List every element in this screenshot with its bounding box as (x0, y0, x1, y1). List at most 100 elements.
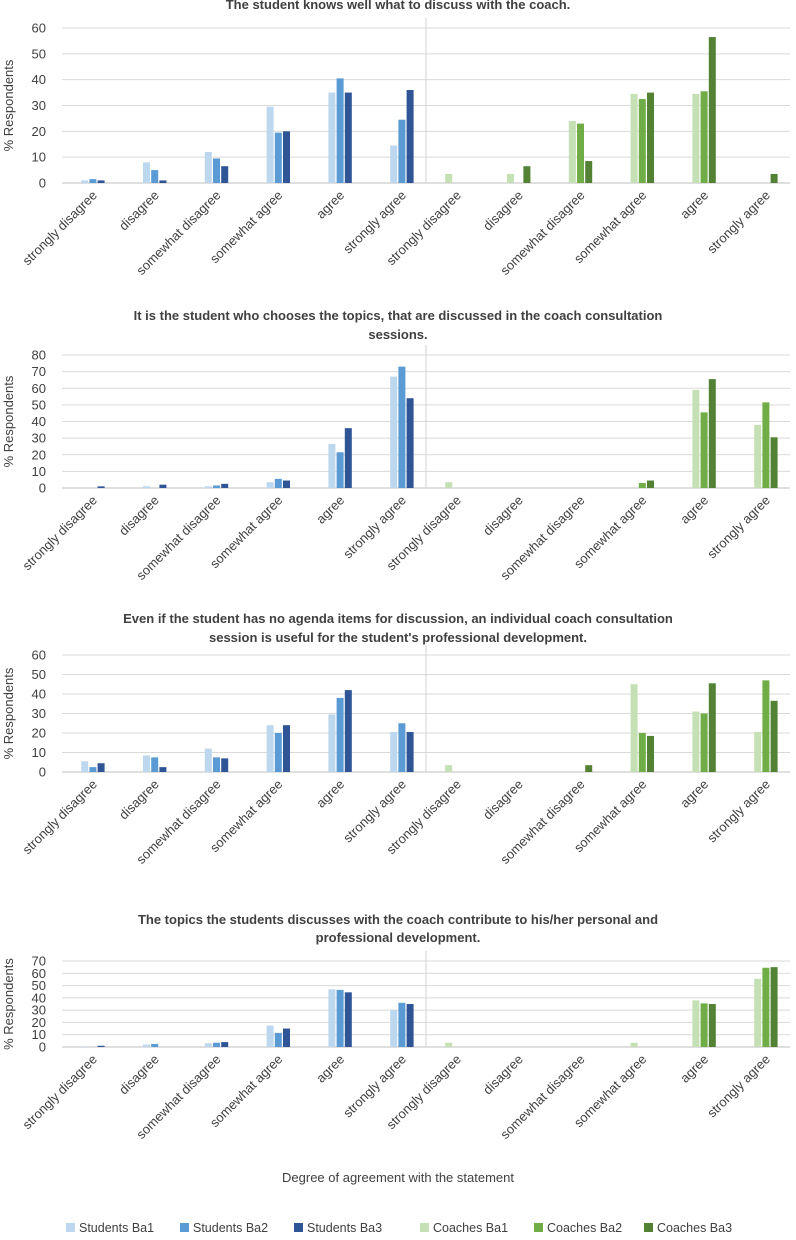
bar-students-ba2 (213, 485, 220, 488)
bar-coaches-ba1 (754, 424, 762, 488)
bar-students-ba3 (159, 484, 167, 488)
bar-students-ba1 (204, 486, 212, 488)
bar-students-ba3 (97, 763, 105, 772)
y-tick-label: 10 (32, 745, 46, 760)
chart-title-line: Even if the student has no agenda items … (123, 611, 673, 626)
bar-coaches-ba1 (445, 173, 453, 183)
y-tick-label: 50 (32, 978, 46, 993)
x-tick-label: strongly agree (704, 1052, 773, 1121)
y-tick-label: 80 (32, 348, 46, 363)
bar-students-ba2 (274, 132, 282, 183)
bar-students-ba3 (221, 483, 229, 488)
bar-students-ba1 (328, 989, 336, 1047)
bar-coaches-ba1 (630, 684, 638, 772)
bar-coaches-ba3 (708, 683, 716, 772)
bar-students-ba1 (390, 376, 398, 488)
legend-item-coaches-ba2: Coaches Ba2 (534, 1221, 622, 1235)
bar-students-ba3 (159, 767, 167, 772)
legend-swatch (644, 1223, 653, 1232)
y-tick-label: 0 (39, 176, 46, 191)
y-tick-label: 0 (39, 481, 46, 496)
bar-coaches-ba2 (762, 967, 770, 1047)
y-tick-label: 50 (32, 397, 46, 412)
bar-coaches-ba3 (647, 480, 654, 488)
bar-coaches-ba1 (445, 765, 453, 772)
chart-title-line: It is the student who chooses the topics… (134, 308, 663, 323)
chart-title-line: sessions. (368, 327, 427, 342)
bar-students-ba3 (283, 480, 290, 488)
bar-students-ba1 (81, 761, 89, 772)
y-tick-label: 20 (32, 1015, 46, 1030)
x-tick-label: strongly disagree (19, 1052, 100, 1133)
bar-coaches-ba2 (700, 1003, 708, 1047)
bar-students-ba1 (204, 152, 212, 183)
bar-students-ba3 (283, 725, 290, 772)
chart-title-line: session is useful for the student's prof… (209, 630, 587, 645)
bar-coaches-ba3 (647, 735, 654, 772)
bar-coaches-ba1 (568, 121, 576, 183)
y-axis-title: % Respondents (1, 375, 16, 467)
bar-students-ba3 (221, 758, 229, 772)
x-tick-label: disagree (480, 188, 526, 234)
bar-students-ba1 (143, 1044, 150, 1047)
bar-students-ba2 (336, 452, 344, 488)
legend-item-students-ba3: Students Ba3 (294, 1221, 382, 1235)
legend-label: Students Ba3 (307, 1221, 382, 1235)
y-tick-label: 50 (32, 667, 46, 682)
bar-students-ba2 (151, 1043, 159, 1047)
bar-students-ba1 (266, 725, 274, 772)
legend-label: Coaches Ba3 (657, 1221, 732, 1235)
y-tick-label: 60 (32, 966, 46, 981)
bar-students-ba3 (344, 992, 352, 1047)
bar-coaches-ba2 (700, 91, 708, 183)
x-tick-label: disagree (480, 777, 526, 823)
bar-students-ba2 (151, 170, 159, 183)
bar-students-ba2 (274, 733, 282, 772)
bar-students-ba1 (81, 1046, 89, 1047)
bar-students-ba1 (390, 732, 398, 772)
y-tick-label: 60 (32, 381, 46, 396)
y-tick-label: 10 (32, 1027, 46, 1042)
bar-coaches-ba2 (577, 123, 584, 183)
legend-swatch (420, 1223, 429, 1232)
bar-students-ba2 (151, 757, 159, 772)
bar-students-ba2 (213, 1042, 220, 1047)
legend-swatch (294, 1223, 303, 1232)
bar-coaches-ba2 (638, 99, 646, 183)
bar-students-ba1 (204, 1043, 212, 1047)
bar-students-ba3 (97, 180, 105, 183)
bar-coaches-ba3 (708, 1004, 716, 1047)
legend: Students Ba1 Students Ba2 Students Ba3 Coac… (66, 1221, 732, 1235)
y-tick-label: 30 (32, 1003, 46, 1018)
bar-coaches-ba3 (708, 37, 716, 183)
bar-coaches-ba3 (585, 765, 593, 772)
bar-coaches-ba1 (507, 173, 514, 183)
legend-label: Students Ba1 (79, 1221, 154, 1235)
y-tick-label: 40 (32, 414, 46, 429)
legend-item-students-ba1: Students Ba1 (66, 1221, 154, 1235)
bar-coaches-ba3 (708, 379, 716, 488)
bar-students-ba3 (406, 1004, 414, 1047)
bar-coaches-ba3 (523, 166, 531, 183)
bar-students-ba1 (328, 92, 336, 183)
bar-students-ba3 (344, 92, 352, 183)
bar-students-ba1 (390, 1010, 398, 1047)
y-tick-label: 40 (32, 990, 46, 1005)
chart-title-line: The topics the students discusses with t… (138, 912, 658, 927)
bar-coaches-ba3 (647, 92, 654, 183)
legend-label: Students Ba2 (193, 1221, 268, 1235)
y-tick-label: 20 (32, 726, 46, 741)
bar-students-ba2 (89, 179, 97, 183)
bar-coaches-ba1 (754, 978, 762, 1047)
bar-students-ba3 (344, 690, 352, 772)
chart-panel-4: The topics the students discusses with t… (1, 912, 790, 1142)
legend-swatch (66, 1223, 75, 1232)
bar-students-ba3 (221, 1042, 229, 1047)
bar-students-ba2 (213, 158, 220, 183)
bar-students-ba2 (398, 366, 406, 488)
bar-students-ba1 (81, 180, 89, 183)
bar-coaches-ba3 (585, 161, 593, 183)
legend-label: Coaches Ba2 (547, 1221, 622, 1235)
bar-students-ba1 (266, 1025, 274, 1047)
